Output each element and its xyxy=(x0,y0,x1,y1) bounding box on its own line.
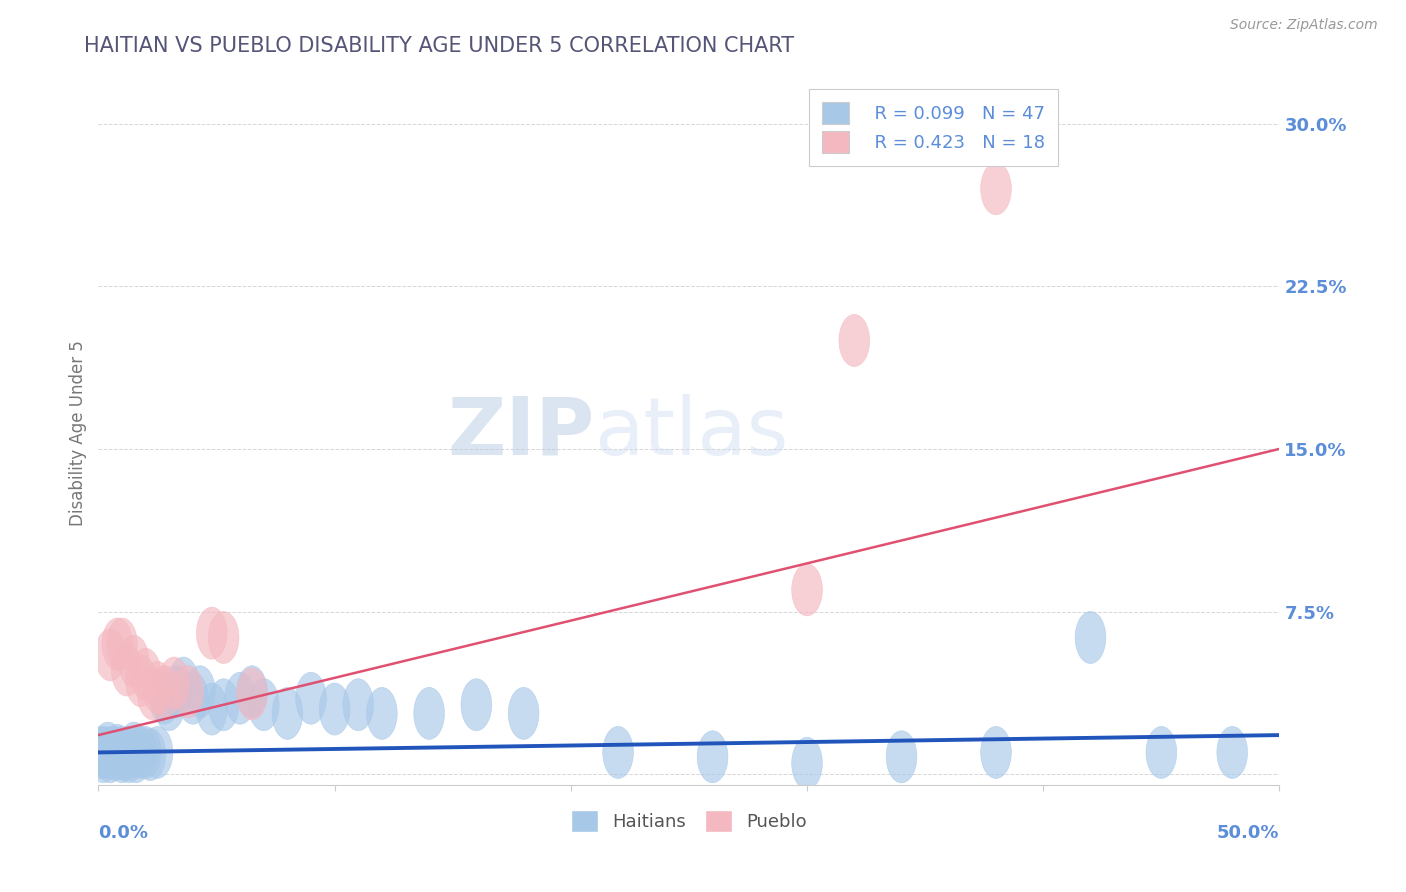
Ellipse shape xyxy=(319,683,350,735)
Ellipse shape xyxy=(208,679,239,731)
Ellipse shape xyxy=(118,635,149,688)
Ellipse shape xyxy=(110,729,139,780)
Text: Source: ZipAtlas.com: Source: ZipAtlas.com xyxy=(1230,18,1378,32)
Ellipse shape xyxy=(461,679,492,731)
Ellipse shape xyxy=(103,618,132,670)
Ellipse shape xyxy=(153,679,184,731)
Ellipse shape xyxy=(295,673,326,724)
Ellipse shape xyxy=(86,726,117,779)
Ellipse shape xyxy=(225,673,256,724)
Ellipse shape xyxy=(117,726,146,779)
Ellipse shape xyxy=(125,726,156,779)
Text: atlas: atlas xyxy=(595,393,789,472)
Ellipse shape xyxy=(149,665,180,718)
Ellipse shape xyxy=(138,668,169,720)
Ellipse shape xyxy=(603,726,634,779)
Ellipse shape xyxy=(839,315,870,367)
Ellipse shape xyxy=(94,731,125,783)
Ellipse shape xyxy=(208,612,239,664)
Ellipse shape xyxy=(697,731,728,783)
Ellipse shape xyxy=(162,665,191,718)
Ellipse shape xyxy=(1076,612,1107,664)
Legend: Haitians, Pueblo: Haitians, Pueblo xyxy=(564,803,814,839)
Ellipse shape xyxy=(111,726,142,779)
Ellipse shape xyxy=(1216,726,1247,779)
Text: HAITIAN VS PUEBLO DISABILITY AGE UNDER 5 CORRELATION CHART: HAITIAN VS PUEBLO DISABILITY AGE UNDER 5… xyxy=(84,36,794,55)
Ellipse shape xyxy=(508,688,538,739)
Ellipse shape xyxy=(792,564,823,615)
Ellipse shape xyxy=(197,607,228,659)
Text: ZIP: ZIP xyxy=(447,393,595,472)
Ellipse shape xyxy=(249,679,280,731)
Ellipse shape xyxy=(121,731,152,783)
Ellipse shape xyxy=(413,688,444,739)
Ellipse shape xyxy=(149,673,180,724)
Ellipse shape xyxy=(107,731,138,783)
Ellipse shape xyxy=(142,726,173,779)
Ellipse shape xyxy=(114,731,145,783)
Ellipse shape xyxy=(142,661,173,714)
Ellipse shape xyxy=(184,665,215,718)
Ellipse shape xyxy=(343,679,374,731)
Ellipse shape xyxy=(93,723,124,774)
Ellipse shape xyxy=(100,729,131,780)
Ellipse shape xyxy=(980,726,1011,779)
Ellipse shape xyxy=(131,726,162,779)
Ellipse shape xyxy=(125,655,156,706)
Text: 50.0%: 50.0% xyxy=(1218,823,1279,842)
Ellipse shape xyxy=(107,618,138,670)
Ellipse shape xyxy=(367,688,398,739)
Ellipse shape xyxy=(90,726,121,779)
Ellipse shape xyxy=(118,723,149,774)
Ellipse shape xyxy=(271,688,302,739)
Ellipse shape xyxy=(159,657,190,709)
Ellipse shape xyxy=(169,657,198,709)
Ellipse shape xyxy=(1146,726,1177,779)
Ellipse shape xyxy=(103,724,132,776)
Ellipse shape xyxy=(236,668,267,720)
Text: 0.0%: 0.0% xyxy=(98,823,149,842)
Ellipse shape xyxy=(135,729,166,780)
Ellipse shape xyxy=(173,665,204,718)
Ellipse shape xyxy=(177,673,208,724)
Ellipse shape xyxy=(111,644,142,696)
Ellipse shape xyxy=(131,648,162,700)
Ellipse shape xyxy=(980,162,1011,215)
Ellipse shape xyxy=(104,726,135,779)
Ellipse shape xyxy=(87,731,118,783)
Ellipse shape xyxy=(236,665,267,718)
Ellipse shape xyxy=(886,731,917,783)
Y-axis label: Disability Age Under 5: Disability Age Under 5 xyxy=(69,340,87,525)
Ellipse shape xyxy=(197,683,228,735)
Ellipse shape xyxy=(97,726,128,779)
Ellipse shape xyxy=(792,738,823,789)
Ellipse shape xyxy=(94,629,125,681)
